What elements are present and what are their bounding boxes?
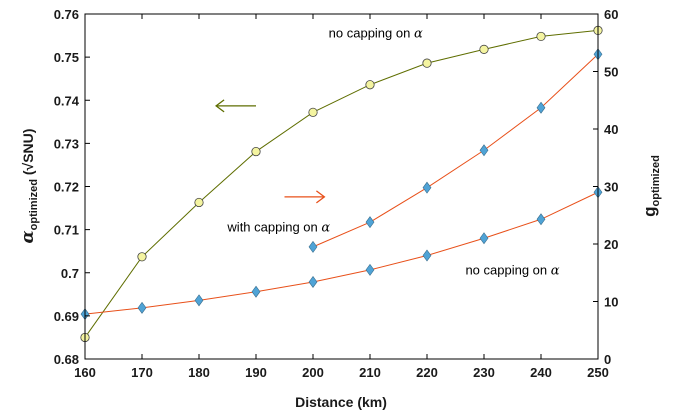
x-tick-label: 240 bbox=[530, 365, 552, 380]
series-line-2 bbox=[84, 191, 599, 315]
plot-frame bbox=[84, 13, 599, 360]
left-axis-ticks: 0.68 0.69 0.7 0.71 0.72 0.73 0.74 0.75 0.76 bbox=[54, 7, 90, 367]
data-point bbox=[194, 197, 204, 208]
annotation-with-capping: with capping on α bbox=[226, 219, 330, 235]
right-arrow bbox=[284, 190, 326, 204]
x-tick-label: 220 bbox=[416, 365, 438, 380]
x-tick-label: 250 bbox=[587, 365, 609, 380]
data-point bbox=[479, 232, 489, 245]
data-point bbox=[137, 301, 147, 314]
left-tick-label: 0.7 bbox=[61, 266, 79, 281]
data-point bbox=[137, 252, 147, 262]
data-point bbox=[479, 144, 489, 157]
data-point bbox=[251, 285, 261, 298]
data-point bbox=[194, 294, 204, 307]
data-point bbox=[479, 44, 489, 54]
right-tick-label: 40 bbox=[604, 122, 618, 137]
left-tick-label: 0.74 bbox=[54, 93, 80, 108]
data-point bbox=[308, 107, 318, 117]
x-tick-label: 190 bbox=[245, 365, 267, 380]
right-tick-label: 50 bbox=[604, 65, 618, 80]
data-point bbox=[251, 146, 261, 157]
left-tick-label: 0.68 bbox=[54, 352, 79, 367]
left-tick-label: 0.73 bbox=[54, 136, 79, 151]
right-axis-ticks: 0 10 20 30 40 50 60 bbox=[593, 7, 618, 367]
right-tick-label: 20 bbox=[604, 237, 618, 252]
x-tick-label: 210 bbox=[359, 365, 381, 380]
left-tick-label: 0.75 bbox=[54, 50, 79, 65]
data-point bbox=[365, 263, 375, 276]
right-tick-label: 60 bbox=[604, 7, 618, 22]
right-tick-label: 0 bbox=[604, 352, 611, 367]
arrow-layer bbox=[215, 99, 326, 204]
left-tick-label: 0.72 bbox=[54, 180, 79, 195]
data-point bbox=[308, 240, 318, 253]
x-tick-label: 160 bbox=[74, 365, 96, 380]
data-point bbox=[422, 181, 432, 194]
plot-layer bbox=[80, 25, 603, 343]
data-point bbox=[536, 101, 546, 114]
annotation-no-capping-top: no capping on α bbox=[329, 25, 423, 41]
series-line-0 bbox=[84, 29, 599, 338]
x-axis-label: Distance (km) bbox=[295, 394, 387, 410]
left-tick-label: 0.69 bbox=[54, 309, 79, 324]
x-tick-label: 180 bbox=[188, 365, 210, 380]
data-point bbox=[365, 216, 375, 229]
data-point bbox=[536, 31, 546, 42]
data-point bbox=[365, 80, 375, 90]
left-tick-label: 0.76 bbox=[54, 7, 79, 22]
left-tick-label: 0.71 bbox=[54, 223, 79, 238]
x-tick-label: 170 bbox=[131, 365, 153, 380]
left-arrow bbox=[215, 99, 256, 113]
x-axis-ticks: 160 170 180 190 200 210 220 230 240 250 bbox=[74, 14, 609, 380]
data-point bbox=[422, 249, 432, 262]
x-tick-label: 230 bbox=[473, 365, 495, 380]
data-point bbox=[536, 213, 546, 226]
data-point bbox=[308, 275, 318, 288]
left-axis-label: αoptimized (√SNU) bbox=[18, 129, 40, 244]
x-tick-label: 200 bbox=[302, 365, 324, 380]
series-line-1 bbox=[312, 53, 599, 248]
annotation-no-capping-bottom: no capping on α bbox=[465, 262, 559, 278]
right-tick-label: 10 bbox=[604, 295, 618, 310]
data-point bbox=[422, 58, 432, 68]
right-axis-label: goptimized bbox=[640, 155, 662, 217]
right-tick-label: 30 bbox=[604, 180, 618, 195]
